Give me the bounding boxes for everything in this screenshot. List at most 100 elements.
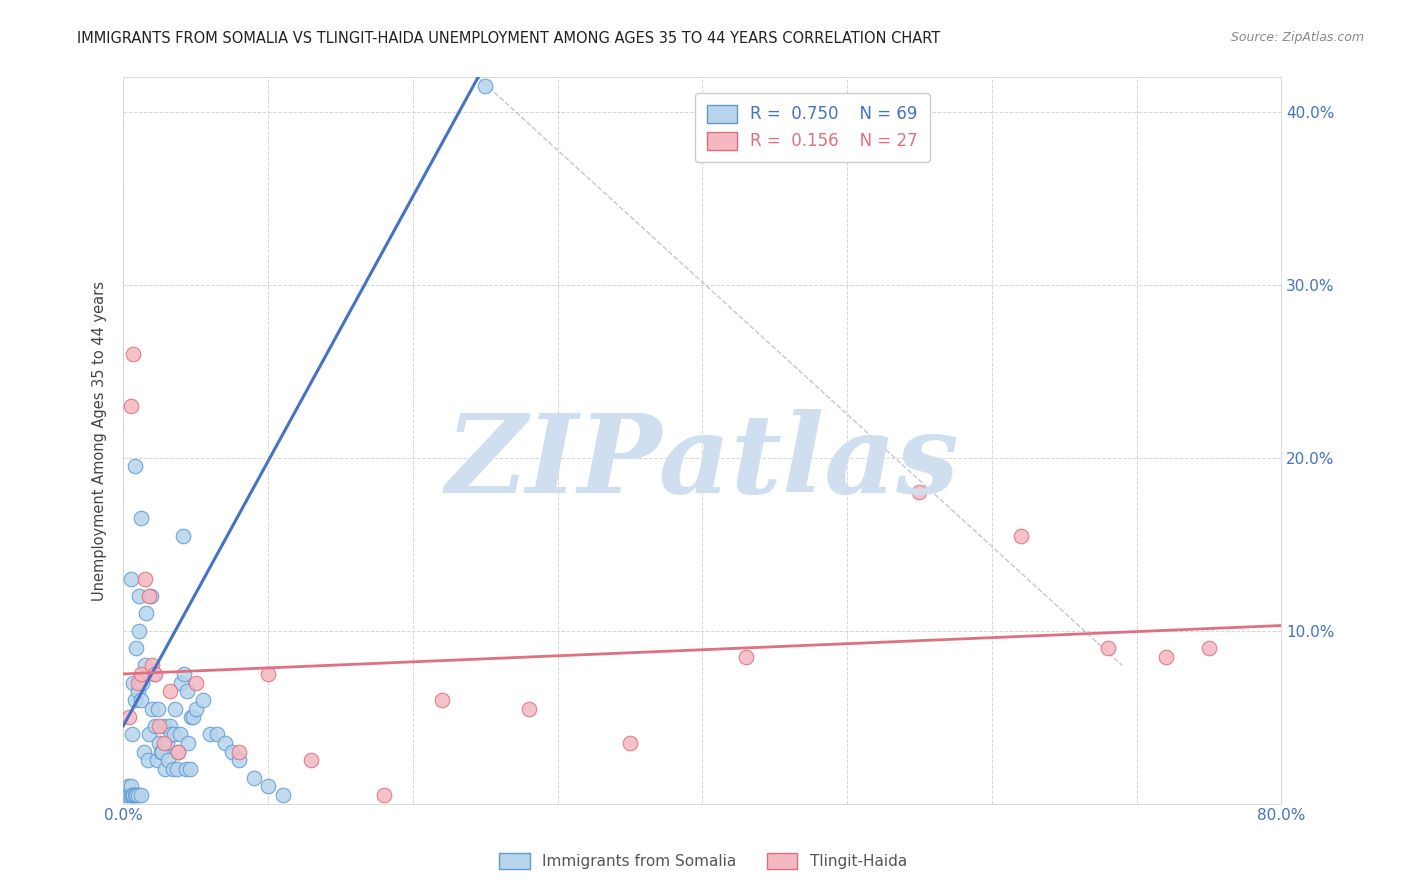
Point bbox=[150, 745, 173, 759]
Point bbox=[149, 745, 172, 759]
Point bbox=[134, 572, 156, 586]
Point bbox=[129, 667, 152, 681]
Point bbox=[141, 701, 163, 715]
Y-axis label: Unemployment Among Ages 35 to 44 years: Unemployment Among Ages 35 to 44 years bbox=[93, 280, 107, 600]
Point bbox=[228, 753, 250, 767]
Text: ZIPatlas: ZIPatlas bbox=[446, 409, 959, 516]
Point bbox=[162, 762, 184, 776]
Point bbox=[177, 736, 200, 750]
Point bbox=[135, 607, 157, 621]
Point bbox=[129, 693, 152, 707]
Point bbox=[301, 753, 323, 767]
Point bbox=[122, 347, 145, 361]
Point bbox=[136, 753, 159, 767]
Point bbox=[127, 684, 149, 698]
Point bbox=[124, 459, 146, 474]
Point bbox=[228, 745, 250, 759]
Legend: Immigrants from Somalia, Tlingit-Haida: Immigrants from Somalia, Tlingit-Haida bbox=[494, 847, 912, 875]
Point bbox=[120, 780, 142, 794]
Point bbox=[143, 719, 166, 733]
Point bbox=[128, 624, 150, 638]
Point bbox=[1097, 640, 1119, 655]
Point bbox=[118, 788, 141, 802]
Point bbox=[120, 788, 142, 802]
Point bbox=[125, 788, 148, 802]
Point bbox=[159, 684, 181, 698]
Point bbox=[148, 736, 170, 750]
Point bbox=[163, 727, 186, 741]
Point bbox=[184, 675, 207, 690]
Point bbox=[184, 701, 207, 715]
Point bbox=[122, 675, 145, 690]
Point bbox=[153, 736, 176, 750]
Point bbox=[156, 736, 179, 750]
Point bbox=[142, 667, 165, 681]
Point bbox=[373, 788, 395, 802]
Point bbox=[121, 788, 143, 802]
Point bbox=[132, 745, 155, 759]
Point bbox=[129, 511, 152, 525]
Point bbox=[174, 762, 197, 776]
Point bbox=[165, 701, 187, 715]
Point bbox=[221, 745, 243, 759]
Point bbox=[1010, 528, 1032, 542]
Point bbox=[180, 710, 202, 724]
Point bbox=[167, 745, 190, 759]
Point bbox=[117, 780, 139, 794]
Point bbox=[191, 693, 214, 707]
Point bbox=[153, 719, 176, 733]
Point bbox=[127, 675, 149, 690]
Point bbox=[170, 675, 193, 690]
Point bbox=[145, 753, 167, 767]
Point bbox=[166, 762, 188, 776]
Point bbox=[138, 589, 160, 603]
Point bbox=[115, 788, 138, 802]
Point bbox=[155, 762, 177, 776]
Point bbox=[141, 658, 163, 673]
Point bbox=[169, 727, 191, 741]
Point bbox=[134, 658, 156, 673]
Point bbox=[271, 788, 294, 802]
Point bbox=[127, 788, 149, 802]
Point bbox=[179, 762, 201, 776]
Point bbox=[734, 649, 756, 664]
Point bbox=[257, 667, 280, 681]
Point bbox=[207, 727, 229, 741]
Point bbox=[181, 710, 204, 724]
Point bbox=[139, 589, 162, 603]
Text: Source: ZipAtlas.com: Source: ZipAtlas.com bbox=[1230, 31, 1364, 45]
Point bbox=[430, 693, 453, 707]
Point bbox=[146, 701, 169, 715]
Point bbox=[121, 727, 143, 741]
Point bbox=[167, 745, 190, 759]
Point bbox=[120, 572, 142, 586]
Point bbox=[143, 667, 166, 681]
Point bbox=[120, 399, 142, 413]
Point bbox=[118, 710, 141, 724]
Point bbox=[124, 788, 146, 802]
Point bbox=[517, 701, 540, 715]
Point bbox=[122, 788, 145, 802]
Point bbox=[172, 528, 194, 542]
Point bbox=[214, 736, 236, 750]
Text: IMMIGRANTS FROM SOMALIA VS TLINGIT-HAIDA UNEMPLOYMENT AMONG AGES 35 TO 44 YEARS : IMMIGRANTS FROM SOMALIA VS TLINGIT-HAIDA… bbox=[77, 31, 941, 46]
Point bbox=[242, 771, 264, 785]
Point bbox=[173, 667, 195, 681]
Point bbox=[138, 727, 160, 741]
Point bbox=[176, 684, 198, 698]
Point bbox=[157, 753, 180, 767]
Point bbox=[198, 727, 221, 741]
Point bbox=[125, 640, 148, 655]
Point bbox=[160, 727, 183, 741]
Point bbox=[124, 693, 146, 707]
Point bbox=[128, 589, 150, 603]
Legend: R =  0.750    N = 69, R =  0.156    N = 27: R = 0.750 N = 69, R = 0.156 N = 27 bbox=[695, 93, 929, 162]
Point bbox=[159, 719, 181, 733]
Point bbox=[1154, 649, 1177, 664]
Point bbox=[129, 788, 152, 802]
Point bbox=[148, 719, 170, 733]
Point bbox=[908, 485, 931, 500]
Point bbox=[1198, 640, 1220, 655]
Point bbox=[619, 736, 641, 750]
Point bbox=[131, 675, 153, 690]
